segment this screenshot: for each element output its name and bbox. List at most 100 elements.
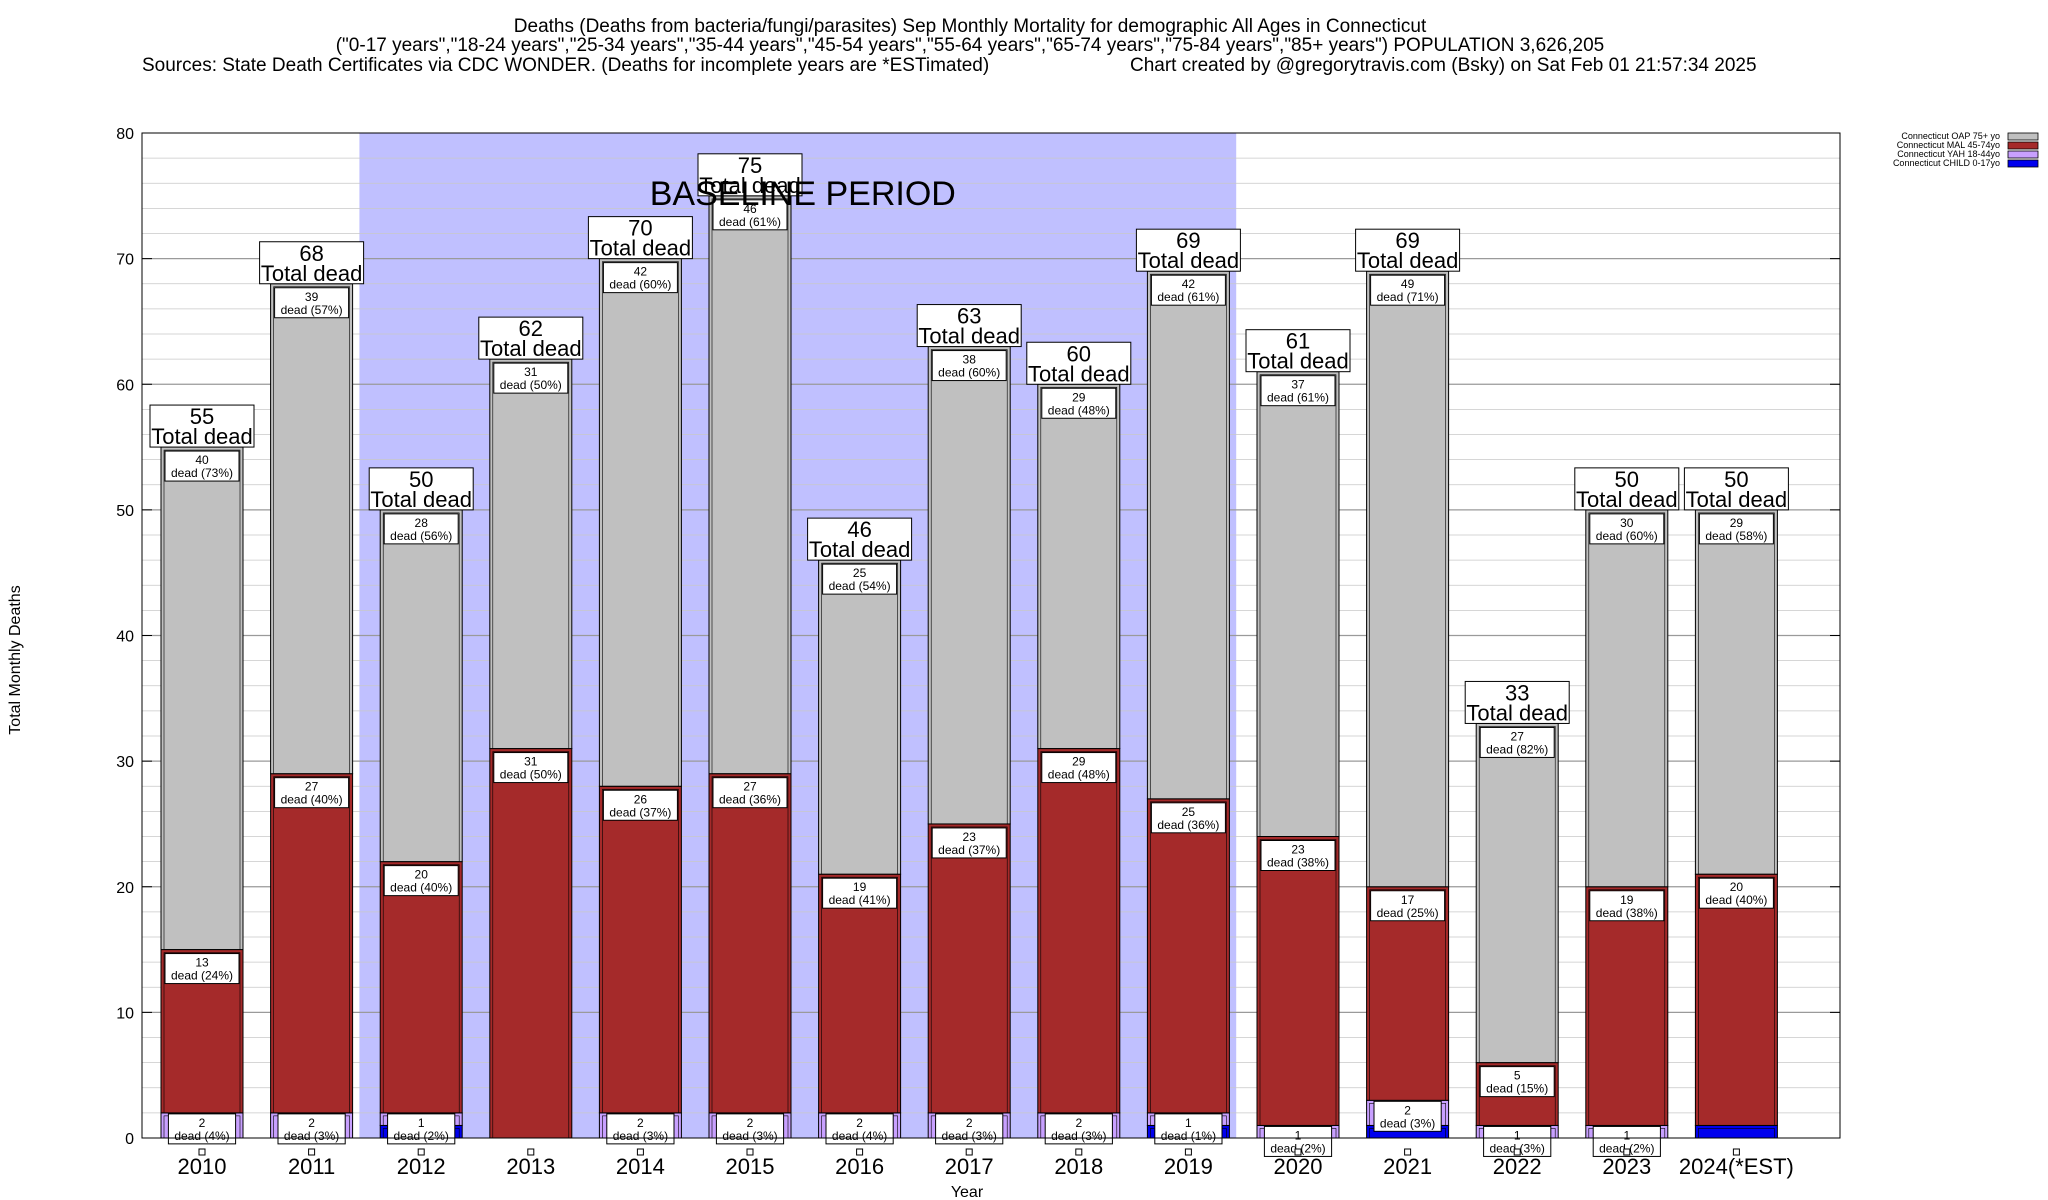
x-tick-label-2023: 2023 <box>1602 1154 1651 1179</box>
mal-label-share: dead (40%) <box>1705 893 1767 907</box>
total-label-box <box>807 517 913 561</box>
bar-mal-2013 <box>489 748 573 1139</box>
total-label-box <box>1464 680 1570 724</box>
oap-label-box <box>1260 375 1336 407</box>
total-dead-label: Total dead <box>590 236 692 261</box>
y-tick-label: 0 <box>125 1131 134 1148</box>
oap-label-share: dead (60%) <box>938 366 1000 380</box>
mal-label-box <box>164 953 240 985</box>
oap-label-box <box>1698 513 1774 545</box>
total-dead-label: Total dead <box>151 424 253 449</box>
oap-label-box <box>1370 274 1446 306</box>
mal-label-count: 31 <box>524 755 538 769</box>
oap-label-share: dead (60%) <box>1596 529 1658 543</box>
y-tick-label: 70 <box>116 252 134 269</box>
bar-mal-2016 <box>818 873 902 1114</box>
total-label-box <box>1574 467 1680 511</box>
bar-oap-2024(*EST) <box>1694 509 1778 875</box>
total-label-box <box>368 467 474 511</box>
mal-label-box <box>602 789 678 821</box>
yah-label-share: dead (1%) <box>1161 1129 1216 1143</box>
bar-inner-oap <box>1369 273 1446 888</box>
yah-label-box <box>825 1113 894 1145</box>
oap-label-count: 42 <box>634 265 648 279</box>
total-dead-label: Total dead <box>480 336 582 361</box>
x-tick-label-2020: 2020 <box>1274 1154 1323 1179</box>
legend-swatch-mal <box>2007 141 2039 150</box>
bar-inner-mal <box>711 776 789 1114</box>
y-tick-label: 30 <box>116 754 134 771</box>
bar-inner-oap <box>1698 512 1775 875</box>
bar-oap-2011 <box>270 283 354 775</box>
total-value-2015: 75 <box>738 153 762 178</box>
bar-inner-mal <box>273 776 350 1114</box>
bar-mal-2011 <box>270 773 354 1114</box>
oap-label-count: 40 <box>195 453 209 467</box>
bar-inner-mal <box>1259 839 1337 1126</box>
zero-marker <box>1184 1148 1192 1156</box>
bar-inner-oap <box>930 349 1008 825</box>
bar-inner-oap <box>382 512 460 862</box>
oap-label-box <box>1479 726 1555 758</box>
title-line-2: ("0-17 years","18-24 years","25-34 years… <box>336 35 1605 56</box>
total-value-2020: 61 <box>1286 329 1310 354</box>
x-tick-label-2018: 2018 <box>1054 1154 1103 1179</box>
yah-label-count: 1 <box>1295 1128 1302 1142</box>
total-value-2012: 50 <box>409 467 433 492</box>
y-tick-label: 40 <box>116 629 134 646</box>
oap-label-count: 46 <box>743 202 757 216</box>
yah-label-share: dead (3%) <box>942 1129 997 1143</box>
zero-marker <box>1404 1148 1412 1156</box>
bar-inner-oap <box>163 449 241 950</box>
x-tick-label-2022: 2022 <box>1493 1154 1542 1179</box>
bar-oap-2015 <box>708 195 792 775</box>
zero-marker <box>746 1148 754 1156</box>
oap-label-share: dead (82%) <box>1486 742 1548 756</box>
total-dead-label: Total dead <box>1466 700 1568 725</box>
oap-label-count: 31 <box>524 365 538 379</box>
zero-marker <box>1623 1148 1631 1156</box>
total-dead-label: Total dead <box>1576 487 1678 512</box>
bar-mal-2014 <box>598 785 682 1114</box>
yah-label-box <box>1044 1113 1113 1145</box>
yah-label-box <box>167 1113 237 1145</box>
oap-label-count: 37 <box>1291 378 1305 392</box>
y-tick-label: 10 <box>116 1005 134 1022</box>
total-label-box <box>478 316 584 360</box>
oap-label-share: dead (61%) <box>1267 391 1329 405</box>
yah-label-share: dead (3%) <box>1380 1116 1435 1130</box>
bar-oap-2020 <box>1256 371 1340 837</box>
oap-label-count: 49 <box>1401 277 1415 291</box>
mal-label-count: 5 <box>1514 1069 1521 1083</box>
total-dead-label: Total dead <box>370 487 472 512</box>
mal-label-box <box>493 752 569 784</box>
total-label-box <box>1135 228 1241 272</box>
oap-label-share: dead (60%) <box>609 278 671 292</box>
mal-label-box <box>1589 890 1665 922</box>
total-dead-label: Total dead <box>1028 361 1130 386</box>
bar-oap-2018 <box>1037 383 1121 750</box>
mal-label-count: 13 <box>195 956 209 970</box>
mal-label-count: 20 <box>415 868 429 882</box>
mal-label-count: 27 <box>305 780 319 794</box>
total-value-2011: 68 <box>299 241 323 266</box>
yah-label-count: 1 <box>1514 1128 1521 1142</box>
oap-label-share: dead (58%) <box>1705 529 1767 543</box>
bar-inner-mal <box>930 826 1008 1114</box>
title-line-3-sources: Sources: State Death Certificates via CD… <box>142 55 989 76</box>
total-label-box <box>1355 228 1461 272</box>
yah-label-count: 2 <box>856 1116 863 1130</box>
legend-label-mal: Connecticut MAL 45-74yo <box>1897 140 2000 150</box>
y-tick-label: 50 <box>116 503 134 520</box>
total-value-2024(*EST): 50 <box>1724 467 1748 492</box>
oap-label-box <box>822 563 898 595</box>
total-label-box <box>1245 329 1351 373</box>
legend-label-yah: Connecticut YAH 18-44yo <box>1897 149 2000 159</box>
total-value-2022: 33 <box>1505 680 1529 705</box>
bar-inner-oap <box>492 361 570 749</box>
bar-mal-2020 <box>1256 836 1340 1126</box>
bar-inner-oap <box>273 286 350 774</box>
oap-label-share: dead (50%) <box>500 378 562 392</box>
oap-label-share: dead (61%) <box>1157 290 1219 304</box>
mal-label-box <box>1041 752 1117 784</box>
